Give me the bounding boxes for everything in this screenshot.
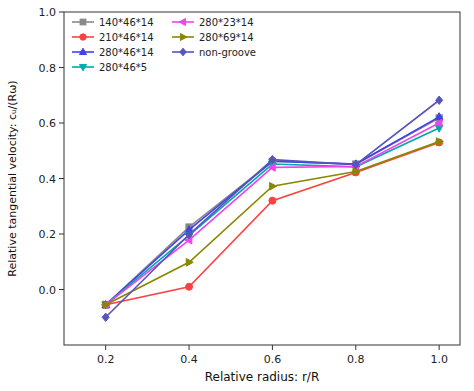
x-tick-label: 0.8 (347, 353, 365, 366)
plot-frame (64, 12, 460, 345)
axes: 0.0 0.2 0.4 0.6 0.8 1.0 0.2 0.4 0.6 0.8 1.0 (39, 6, 461, 366)
series-line (106, 123, 439, 305)
x-tick (189, 345, 190, 350)
x-tick (105, 345, 106, 350)
y-tick-label: 0.0 (39, 284, 57, 297)
y-tick (59, 123, 64, 124)
point (268, 164, 275, 172)
point (103, 301, 110, 309)
series (102, 113, 443, 308)
legend-label: non-groove (199, 47, 256, 58)
point (269, 155, 276, 163)
chart: 0.0 0.2 0.4 0.6 0.8 1.0 0.2 0.4 0.6 0.8 1.0 Relativ… (0, 0, 474, 391)
y-tick (59, 178, 64, 179)
legend-label: 140*46*14 (99, 17, 154, 28)
plot-area (101, 96, 443, 321)
series (103, 138, 443, 309)
legend: 140*46*14 210*46*14 280*46*14 280*46*5 280*2… (72, 17, 256, 73)
x-axis-label: Relative radius: r/R (205, 370, 319, 384)
y-tick (59, 12, 64, 13)
point (270, 182, 277, 190)
series (102, 96, 442, 321)
legend-marker (180, 33, 186, 40)
y-tick-label: 1.0 (39, 6, 57, 19)
y-tick (59, 289, 64, 290)
legend-label: 280*46*14 (99, 47, 154, 58)
legend-label: 280*69*14 (199, 32, 254, 43)
y-tick (59, 234, 64, 235)
legend-marker (79, 64, 86, 70)
legend-marker (80, 34, 86, 40)
point (186, 283, 193, 290)
y-axis-label: Relative tangential velocity: cᵤ/(Rω) (6, 80, 19, 276)
series-line (106, 117, 439, 305)
point (269, 197, 276, 204)
series-line (106, 128, 439, 305)
point (102, 313, 109, 321)
legend-marker (180, 48, 186, 56)
point (352, 160, 359, 168)
y-tick-label: 0.8 (39, 62, 57, 75)
point (436, 138, 443, 146)
point (353, 168, 360, 176)
point (102, 301, 109, 308)
x-tick (355, 345, 356, 350)
x-tick (272, 345, 273, 350)
point (435, 119, 442, 127)
series-line (106, 142, 439, 305)
legend-label: 280*23*14 (199, 17, 254, 28)
series (102, 139, 442, 308)
series (102, 125, 443, 309)
x-tick (439, 345, 440, 350)
point (186, 258, 193, 266)
legend-label: 280*46*5 (99, 62, 147, 73)
point (436, 96, 443, 104)
y-tick (59, 67, 64, 68)
legend-marker (80, 19, 86, 25)
series-line (106, 142, 439, 304)
y-tick-label: 0.6 (39, 117, 57, 130)
y-tick-label: 0.4 (39, 173, 57, 186)
y-tick-label: 0.2 (39, 228, 57, 241)
point (186, 230, 193, 238)
series-line (106, 100, 439, 317)
series (101, 119, 441, 308)
x-tick-label: 1.0 (430, 353, 448, 366)
x-tick-label: 0.2 (97, 353, 115, 366)
legend-marker (179, 18, 185, 25)
x-tick-label: 0.6 (264, 353, 282, 366)
x-tick-label: 0.4 (180, 353, 198, 366)
legend-marker (79, 48, 86, 54)
legend-label: 210*46*14 (99, 32, 154, 43)
series (103, 115, 443, 308)
